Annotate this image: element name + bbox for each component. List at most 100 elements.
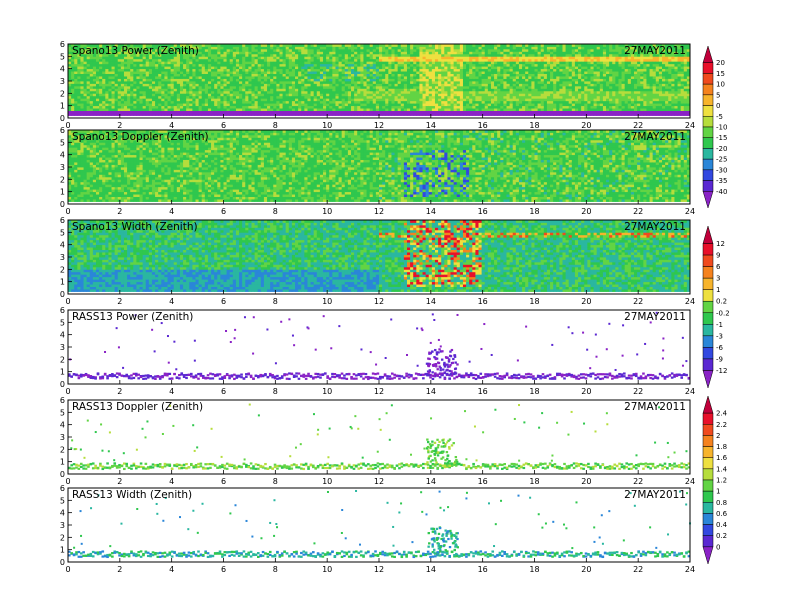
heatmap-cell <box>429 46 433 49</box>
heatmap-cell <box>475 79 479 82</box>
heatmap-cell <box>143 79 147 82</box>
heatmap-cell <box>342 81 346 84</box>
heatmap-cell <box>538 59 542 62</box>
heatmap-cell <box>497 88 501 91</box>
heatmap-cell <box>289 96 293 99</box>
heatmap-cell <box>342 86 346 89</box>
heatmap-cell <box>87 91 91 94</box>
heatmap-cell <box>435 101 439 104</box>
heatmap-cell <box>360 81 364 84</box>
heatmap-cell <box>457 69 461 72</box>
heatmap-cell <box>519 74 523 77</box>
heatmap-cell <box>320 56 324 59</box>
heatmap-cell <box>587 61 591 64</box>
heatmap-cell <box>84 71 88 74</box>
heatmap-cell <box>87 96 91 99</box>
heatmap-cell <box>115 111 119 114</box>
heatmap-cell <box>168 66 172 69</box>
heatmap-cell <box>475 69 479 72</box>
heatmap-cell <box>283 51 287 54</box>
heatmap-cell <box>522 103 526 106</box>
heatmap-cell <box>510 54 514 57</box>
heatmap-cell <box>485 46 489 49</box>
heatmap-cell <box>155 76 159 79</box>
heatmap-cell <box>174 79 178 82</box>
heatmap-cell <box>311 76 315 79</box>
heatmap-cell <box>174 83 178 86</box>
heatmap-cell <box>87 83 91 86</box>
heatmap-cell <box>220 74 224 77</box>
heatmap-cell <box>118 69 122 72</box>
heatmap-cell <box>479 61 483 64</box>
heatmap-cell <box>562 106 566 109</box>
heatmap-cell <box>395 101 399 104</box>
heatmap-cell <box>597 59 601 62</box>
heatmap-cell <box>186 66 190 69</box>
heatmap-cell <box>516 56 520 59</box>
heatmap-cell <box>503 49 507 52</box>
heatmap-cell <box>600 49 604 52</box>
heatmap-cell <box>90 83 94 86</box>
heatmap-cell <box>432 101 436 104</box>
heatmap-cell <box>161 59 165 62</box>
heatmap-cell <box>382 54 386 57</box>
heatmap-cell <box>320 91 324 94</box>
heatmap-cell <box>136 108 140 111</box>
heatmap-cell <box>463 93 467 96</box>
heatmap-cell <box>432 93 436 96</box>
heatmap-cell <box>435 61 439 64</box>
heatmap-cell <box>307 93 311 96</box>
heatmap-cell <box>419 46 423 49</box>
heatmap-cell <box>118 93 122 96</box>
heatmap-cell <box>562 86 566 89</box>
heatmap-cell <box>348 113 352 116</box>
heatmap-cell <box>566 88 570 91</box>
heatmap-cell <box>441 83 445 86</box>
heatmap-cell <box>90 111 94 114</box>
heatmap-cell <box>413 76 417 79</box>
heatmap-cell <box>311 96 315 99</box>
heatmap-cell <box>155 98 159 101</box>
heatmap-cell <box>469 76 473 79</box>
heatmap-cell <box>261 83 265 86</box>
heatmap-cell <box>108 83 112 86</box>
heatmap-cell <box>87 106 91 109</box>
heatmap-cell <box>482 71 486 74</box>
heatmap-cell <box>267 83 271 86</box>
heatmap-cell <box>550 74 554 77</box>
heatmap-cell <box>423 69 427 72</box>
heatmap-cell <box>248 106 252 109</box>
heatmap-cell <box>556 46 560 49</box>
heatmap-cell <box>158 98 162 101</box>
heatmap-cell <box>295 98 299 101</box>
heatmap-cell <box>332 74 336 77</box>
heatmap-cell <box>320 74 324 77</box>
heatmap-cell <box>454 59 458 62</box>
heatmap-cell <box>354 111 358 114</box>
heatmap-cell <box>242 96 246 99</box>
heatmap-cell <box>494 71 498 74</box>
heatmap-cell <box>491 51 495 54</box>
heatmap-cell <box>276 51 280 54</box>
heatmap-cell <box>373 46 377 49</box>
heatmap-cell <box>273 59 277 62</box>
heatmap-cell <box>416 93 420 96</box>
heatmap-cell <box>594 56 598 59</box>
heatmap-cell <box>348 66 352 69</box>
heatmap-cell <box>220 71 224 74</box>
heatmap-cell <box>245 88 249 91</box>
heatmap-cell <box>444 88 448 91</box>
heatmap-cell <box>127 61 131 64</box>
heatmap-cell <box>199 86 203 89</box>
heatmap-cell <box>264 59 268 62</box>
heatmap-cell <box>180 61 184 64</box>
heatmap-cell <box>507 93 511 96</box>
heatmap-cell <box>562 54 566 57</box>
heatmap-cell <box>463 54 467 57</box>
heatmap-cell <box>140 96 144 99</box>
heatmap-cell <box>594 74 598 77</box>
heatmap-cell <box>463 106 467 109</box>
heatmap-cell <box>158 103 162 106</box>
heatmap-cell <box>444 113 448 116</box>
heatmap-cell <box>597 93 601 96</box>
